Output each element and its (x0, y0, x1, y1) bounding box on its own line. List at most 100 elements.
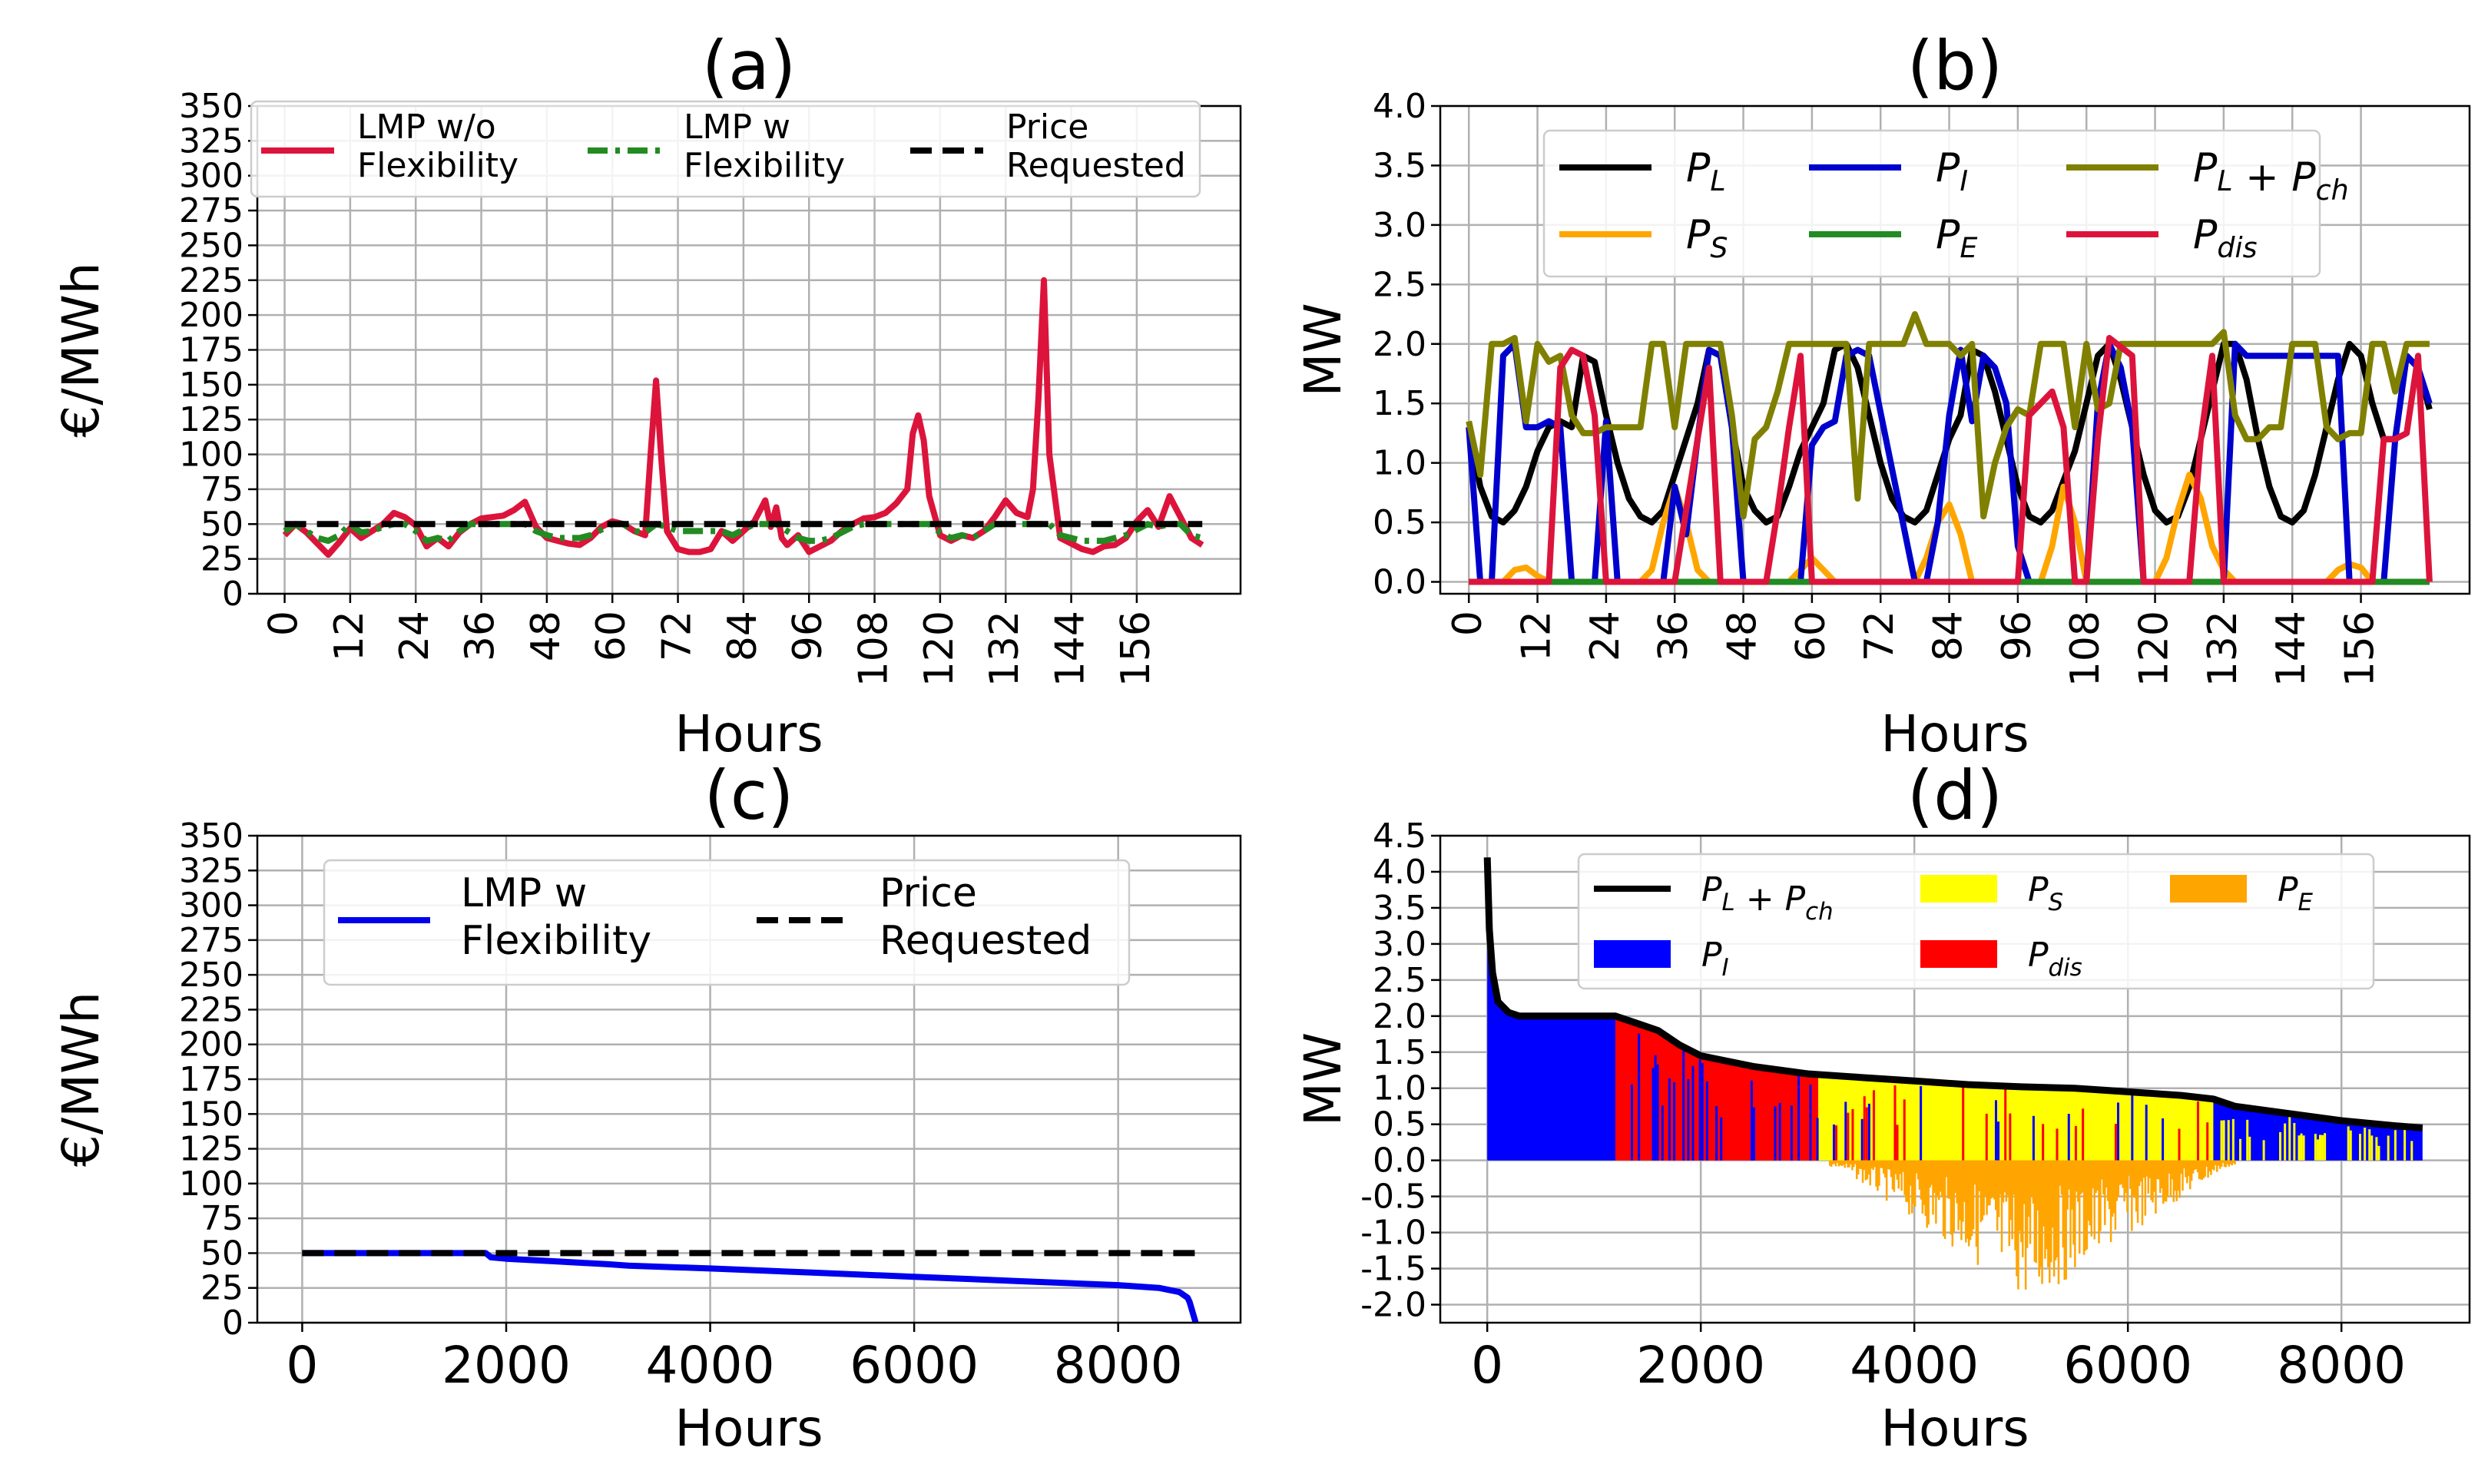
duration-bar (2056, 1128, 2059, 1161)
p-e-bar (2033, 1160, 2036, 1262)
duration-bar (2349, 1130, 2352, 1161)
duration-bar (1691, 1065, 1695, 1161)
p-e-bar (2016, 1160, 2018, 1277)
x-tick-label: 144 (2268, 611, 2314, 687)
p-e-bar (1945, 1160, 1948, 1178)
p-e-bar (1853, 1160, 1855, 1168)
duration-bar (1654, 1055, 1657, 1161)
duration-bar (1851, 1108, 1854, 1161)
p-e-bar (2099, 1160, 2102, 1231)
x-tick-label: 8000 (1054, 1336, 1183, 1395)
p-e-bar (2019, 1160, 2021, 1231)
p-e-bar (2225, 1160, 2228, 1168)
duration-bar (2227, 1120, 2230, 1161)
legend-label: PL + Pch (2193, 145, 2349, 207)
series-line-lmp-w-o-flexibility (282, 277, 1204, 558)
legend-label: PS (2028, 870, 2063, 916)
p-e-bar (2172, 1160, 2175, 1202)
p-e-bar (2166, 1160, 2169, 1197)
p-e-bar (2150, 1160, 2152, 1201)
x-tick-label: 12 (1514, 611, 1560, 661)
p-e-bar (1894, 1160, 1897, 1174)
y-tick-label: 2.0 (1373, 325, 1426, 364)
y-tick-label: 2.5 (1373, 265, 1426, 304)
p-e-bar (1899, 1160, 1901, 1174)
p-e-bar (2098, 1160, 2100, 1244)
p-e-bar (2071, 1160, 2073, 1210)
y-axis-label: MW (1294, 303, 1353, 396)
legend-label: PI (1701, 936, 1729, 982)
duration-bar (2321, 1135, 2324, 1161)
y-tick-label: 0 (222, 1303, 243, 1343)
y-tick-label: 325 (179, 121, 243, 161)
p-e-bar (2089, 1160, 2092, 1226)
p-e-bar (2072, 1160, 2075, 1245)
panel-title: (c) (704, 756, 793, 835)
p-e-bar (1954, 1160, 1956, 1194)
duration-curve-line (1483, 857, 2423, 1131)
p-e-bar (1948, 1160, 1951, 1199)
p-e-bar (2205, 1160, 2208, 1167)
p-e-bar (2096, 1160, 2099, 1191)
p-e-bar (1946, 1160, 1950, 1199)
p-e-bar (1986, 1160, 1988, 1215)
x-tick-label: 96 (1994, 611, 2040, 661)
duration-bar (1867, 1103, 1870, 1161)
p-e-bar (2171, 1160, 2174, 1180)
p-e-bar (2057, 1160, 2060, 1284)
p-e-bar (2162, 1160, 2165, 1204)
p-e-bar (1918, 1160, 1921, 1190)
y-tick-label: 0 (222, 575, 243, 614)
duration-bar (2145, 1105, 2148, 1161)
y-tick-label: 3.5 (1373, 146, 1426, 185)
x-axis-label: Hours (674, 1399, 823, 1458)
p-e-bar (1897, 1160, 1900, 1189)
p-e-bar (2059, 1160, 2062, 1186)
duration-bar (2004, 1088, 2007, 1161)
p-e-bar (2032, 1160, 2035, 1204)
panel-title: (a) (702, 26, 797, 105)
p-e-bar (2029, 1160, 2032, 1244)
p-e-bar (2217, 1160, 2220, 1166)
duration-bar (2358, 1134, 2361, 1161)
p-e-bar (2228, 1160, 2231, 1167)
p-e-bar (2014, 1160, 2016, 1250)
p-e-bar (1993, 1160, 1996, 1200)
panel-title: (b) (1907, 26, 2003, 105)
p-e-bar (2052, 1160, 2056, 1277)
p-e-bar (2009, 1160, 2012, 1221)
duration-bar (2368, 1129, 2371, 1161)
p-e-bar (1851, 1160, 1854, 1171)
series-line-lmp-w-flexibility (283, 521, 1204, 545)
duration-bar (1778, 1102, 1781, 1161)
x-tick-label: 0 (1445, 611, 1491, 636)
duration-bar (1835, 1125, 1838, 1161)
p-e-bar (2213, 1160, 2215, 1171)
p-e-bar (1972, 1160, 1975, 1230)
p-e-bar (2231, 1160, 2233, 1166)
legend-label: Price (880, 870, 977, 916)
duration-bar (2370, 1135, 2374, 1161)
duration-bar (2279, 1131, 2282, 1161)
x-tick-label: 156 (1113, 611, 1159, 687)
x-tick-label: 48 (523, 611, 569, 661)
duration-bar (1847, 1112, 1850, 1161)
p-e-bar (2093, 1160, 2095, 1240)
duration-bar (2231, 1118, 2235, 1161)
y-tick-label: 100 (179, 1164, 243, 1204)
x-tick-label: 24 (392, 611, 438, 661)
p-e-bar (1965, 1160, 1967, 1243)
y-tick-label: 50 (200, 505, 243, 544)
y-tick-label: 0.0 (1373, 1141, 1426, 1181)
p-e-bar (2026, 1160, 2029, 1248)
p-e-bar (1860, 1160, 1863, 1170)
p-e-bar (2046, 1160, 2048, 1250)
p-e-bar (1880, 1160, 1882, 1168)
y-tick-label: 0.5 (1373, 1105, 1426, 1144)
p-e-bar (1969, 1160, 1972, 1241)
panel-title: (d) (1907, 756, 2003, 835)
p-e-bar (2023, 1160, 2026, 1204)
x-tick-label: 4000 (646, 1336, 775, 1395)
p-e-bar (1950, 1160, 1953, 1235)
